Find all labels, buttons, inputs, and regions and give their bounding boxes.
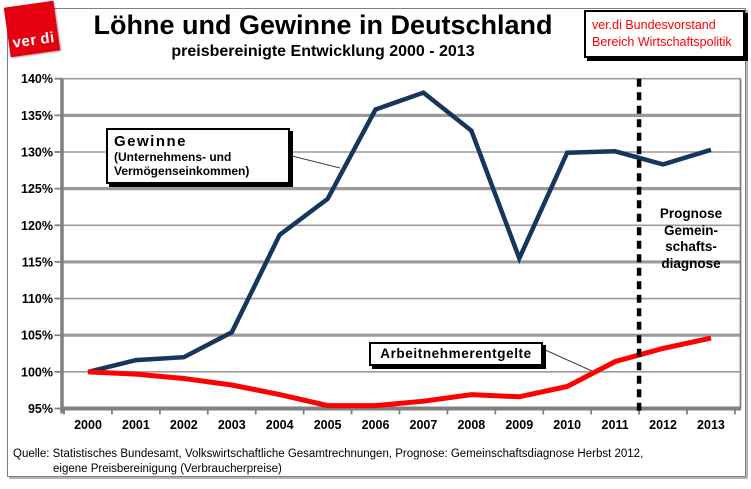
x-tick-label: 2005 (314, 418, 342, 432)
gewinne-label-title: Gewinne (114, 133, 188, 150)
x-tick-label: 2008 (457, 418, 485, 432)
source-line-1: Quelle: Statistisches Bundesamt, Volkswi… (13, 448, 644, 460)
verdi-logo: ver.di (3, 0, 61, 58)
source-line-2: eigene Preisbereinigung (Verbraucherprei… (53, 463, 282, 475)
y-tick-label: 125% (21, 182, 53, 196)
y-tick-label: 115% (22, 255, 53, 269)
x-tick-label: 2002 (170, 418, 198, 432)
source-note: Quelle: Statistisches Bundesamt, Volkswi… (13, 447, 643, 477)
chart-frame (7, 8, 746, 477)
arbeitnehmerentgelte-label-box: Arbeitnehmerentgelte (369, 342, 543, 366)
x-tick-label: 2003 (218, 418, 246, 432)
chart-header: Löhne und Gewinne in Deutschland preisbe… (63, 10, 583, 62)
gewinne-label-box: Gewinne (Unternehmens- und Vermögenseink… (106, 128, 290, 184)
series-line-gewinne (87, 90, 712, 375)
y-tick-label: 130% (21, 145, 53, 159)
chart-title: Löhne und Gewinne in Deutschland (93, 10, 553, 40)
x-tick-label: 2012 (649, 418, 677, 432)
y-tick-label: 135% (21, 109, 53, 123)
y-tick-label: 140% (21, 72, 53, 86)
y-tick-label: 105% (21, 329, 53, 343)
x-tick-label: 2004 (266, 418, 294, 432)
gewinne-label-sub: (Unternehmens- und Vermögenseinkommen) (114, 150, 250, 178)
arbeitnehmerentgelte-leader-line (542, 348, 593, 372)
y-tick-label: 95% (28, 402, 53, 416)
x-tick-label: 2001 (122, 418, 150, 432)
x-tick-label: 2010 (553, 418, 581, 432)
x-tick-label: 2011 (602, 418, 629, 432)
y-tick-label: 120% (21, 219, 53, 233)
gewinne-leader-line (283, 153, 341, 169)
verdi-logo-text: ver.di (11, 29, 56, 52)
prognose-label: Prognose Gemein- schafts- diagnose (659, 206, 723, 271)
x-tick-label: 2000 (74, 418, 102, 432)
publisher-box: ver.di Bundesvorstand Bereich Wirtschaft… (584, 10, 745, 58)
x-tick-label: 2006 (362, 418, 390, 432)
series-line-arbeitnehmerentgelte (87, 335, 712, 409)
y-tick-label: 100% (21, 365, 53, 379)
chart-subtitle: preisbereinigte Entwicklung 2000 - 2013 (171, 43, 475, 60)
y-tick-label: 110% (22, 292, 53, 306)
x-tick-label: 2007 (410, 418, 438, 432)
x-tick-label: 2013 (697, 418, 725, 432)
x-tick-label: 2009 (505, 418, 533, 432)
